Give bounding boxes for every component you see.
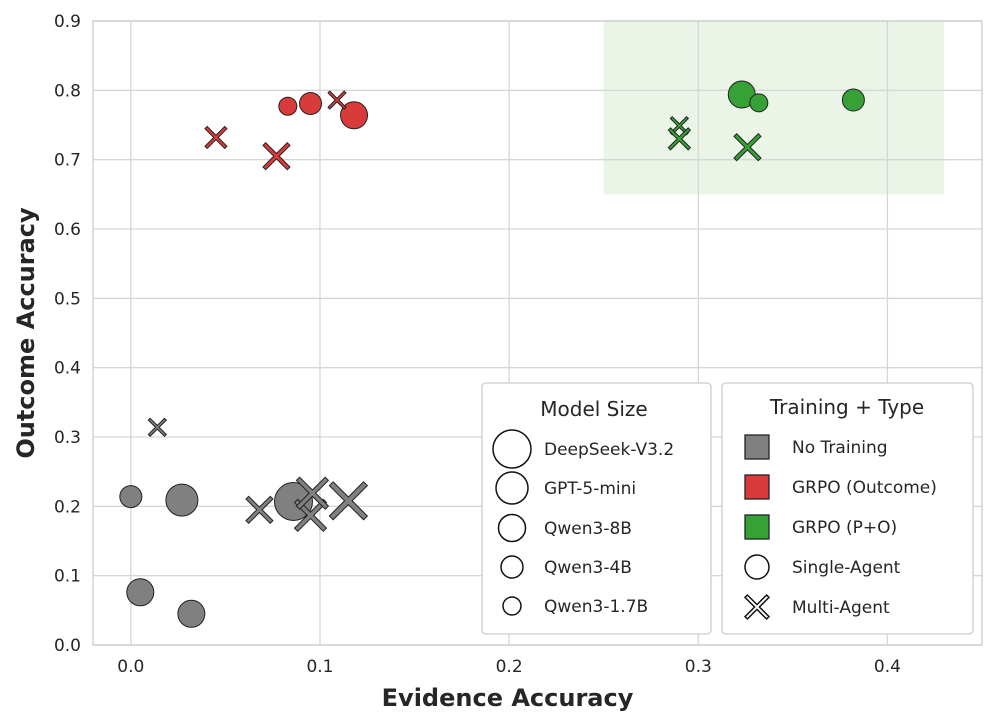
legend-size-marker xyxy=(495,471,529,505)
y-tick-label: 0.4 xyxy=(54,359,81,379)
legend-type-label: Single-Agent xyxy=(792,558,901,578)
y-tick-label: 0.2 xyxy=(54,497,81,517)
y-tick-label: 0.6 xyxy=(54,220,81,240)
data-point xyxy=(299,92,323,116)
data-point xyxy=(262,141,291,171)
data-point xyxy=(295,476,330,510)
legend-title: Training + Type xyxy=(769,395,924,419)
data-point xyxy=(165,483,199,517)
data-point xyxy=(245,495,274,525)
x-tick-label: 0.2 xyxy=(496,657,523,677)
legend-size-marker xyxy=(492,429,532,469)
highlight-region xyxy=(603,21,945,195)
legend-size-marker xyxy=(500,555,524,579)
legend-box xyxy=(481,382,712,635)
y-tick-label: 0.1 xyxy=(54,567,81,587)
legend-type-marker xyxy=(744,514,770,540)
y-tick-label: 0.5 xyxy=(54,289,81,309)
data-point xyxy=(841,88,865,112)
x-tick-label: 0.4 xyxy=(874,657,901,677)
legend-model-size: Model Size DeepSeek-V3.2 GPT-5-mini Qwen3-8… xyxy=(481,382,712,635)
data-point xyxy=(667,127,692,151)
x-axis-title: Evidence Accuracy xyxy=(382,684,634,712)
y-tick-label: 0.7 xyxy=(54,151,81,171)
legend-size-label: DeepSeek-V3.2 xyxy=(544,440,674,460)
legend-size-marker xyxy=(502,596,522,616)
legend-type-marker xyxy=(744,434,770,460)
x-tick-label: 0.3 xyxy=(685,657,712,677)
y-tick-label: 0.3 xyxy=(54,428,81,448)
legend-type-label: Multi-Agent xyxy=(792,598,890,618)
plot-frame xyxy=(92,20,983,646)
data-point xyxy=(204,125,228,150)
legend-title: Model Size xyxy=(540,397,647,421)
data-point xyxy=(147,417,168,437)
data-point xyxy=(293,498,328,533)
legend-type-label: GRPO (Outcome) xyxy=(792,478,937,498)
legend-size-label: Qwen3-1.7B xyxy=(544,597,648,617)
data-point xyxy=(328,481,369,521)
legend-type-marker xyxy=(743,593,771,621)
legend-box xyxy=(721,382,974,635)
y-tick-label: 0.8 xyxy=(54,81,81,101)
legend-size-label: GPT-5-mini xyxy=(544,479,636,499)
y-tick-label: 0.0 xyxy=(54,636,81,656)
x-tick-label: 0.0 xyxy=(117,657,144,677)
legend-training-type: Training + Type No Training GRPO (Outcome)… xyxy=(721,382,974,635)
data-point xyxy=(177,599,206,628)
legend-size-label: Qwen3-4B xyxy=(544,558,632,578)
legend-size-label: Qwen3-8B xyxy=(544,519,632,539)
data-point xyxy=(278,96,298,116)
legend-type-marker xyxy=(744,474,770,500)
legend-size-marker xyxy=(497,513,527,543)
x-tick-label: 0.1 xyxy=(306,657,333,677)
y-tick-label: 0.9 xyxy=(54,12,81,32)
legend-type-label: GRPO (P+O) xyxy=(792,518,897,538)
data-point xyxy=(669,115,690,136)
data-point xyxy=(749,93,769,113)
legend-type-marker xyxy=(744,554,770,580)
legend-type-label: No Training xyxy=(792,438,888,458)
y-axis-title: Outcome Accuracy xyxy=(12,207,40,459)
data-point xyxy=(733,132,762,162)
data-point xyxy=(126,578,155,607)
data-point xyxy=(327,90,347,110)
data-point xyxy=(119,485,143,509)
data-point xyxy=(340,101,369,130)
